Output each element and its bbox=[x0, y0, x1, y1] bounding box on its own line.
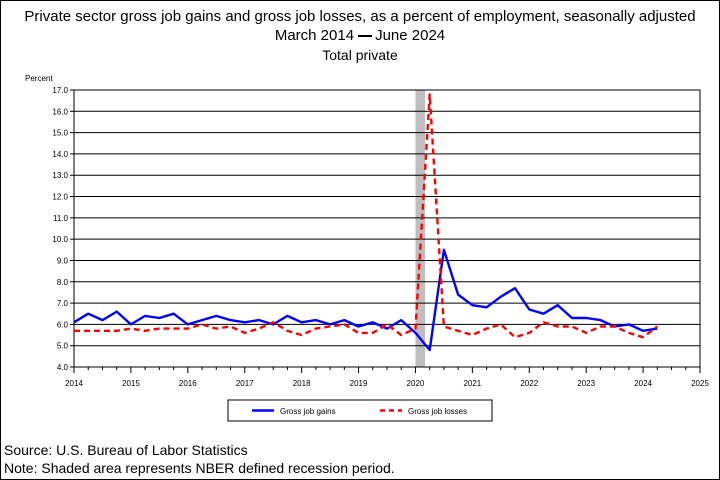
recession-note: Note: Shaded area represents NBER define… bbox=[4, 460, 395, 476]
x-tick-label: 2022 bbox=[520, 379, 538, 388]
y-tick-label: 8.0 bbox=[57, 278, 69, 287]
x-tick-label: 2017 bbox=[236, 379, 254, 388]
recession-shade bbox=[415, 90, 426, 367]
x-tick-label: 2019 bbox=[350, 379, 368, 388]
x-tick-label: 2023 bbox=[577, 379, 595, 388]
series-line-losses bbox=[74, 93, 659, 339]
y-tick-label: 17.0 bbox=[52, 86, 68, 95]
y-tick-label: 12.0 bbox=[52, 193, 68, 202]
x-tick-label: 2015 bbox=[122, 379, 140, 388]
x-tick-label: 2021 bbox=[463, 379, 481, 388]
y-tick-label: 9.0 bbox=[57, 256, 69, 265]
y-tick-label: 16.0 bbox=[52, 107, 68, 116]
y-tick-label: 7.0 bbox=[57, 299, 69, 308]
chart: 4.0 5.0 6.0 7.0 8.0 9.0 10.0 11.0 12.0 13.0 14.0 15… bbox=[25, 74, 709, 422]
series-line-gains bbox=[73, 248, 658, 352]
y-tick-label: 5.0 bbox=[57, 342, 69, 351]
subtitle-end: June 2024 bbox=[375, 27, 446, 44]
y-tick-label: 11.0 bbox=[53, 214, 69, 223]
x-tick-label: 2014 bbox=[65, 379, 83, 388]
y-axis-label: Percent bbox=[25, 74, 53, 83]
y-tick-label: 14.0 bbox=[52, 150, 68, 159]
y-tick-label: 6.0 bbox=[57, 320, 69, 329]
chart-title: Private sector gross job gains and gross… bbox=[24, 8, 696, 25]
legend-label: Gross job gains bbox=[280, 407, 336, 416]
legend bbox=[227, 399, 493, 422]
y-tick-label: 10.0 bbox=[52, 235, 68, 244]
dash-icon bbox=[358, 35, 373, 38]
x-tick-label: 2020 bbox=[407, 379, 425, 388]
source-note: Source: U.S. Bureau of Labor Statistics bbox=[4, 442, 248, 458]
x-tick-label: 2018 bbox=[293, 379, 311, 388]
chart-subtitle: March 2014 June 2024 bbox=[0, 26, 720, 45]
series-group-label: Total private bbox=[322, 47, 398, 63]
subtitle-start: March 2014 bbox=[274, 27, 355, 44]
legend-label: Gross job losses bbox=[408, 407, 467, 416]
x-tick-label: 2016 bbox=[179, 379, 197, 388]
x-tick-label: 2024 bbox=[634, 379, 652, 388]
y-tick-label: 15.0 bbox=[52, 129, 68, 138]
y-tick-label: 4.0 bbox=[57, 363, 69, 372]
plot-border bbox=[73, 89, 701, 368]
y-tick-label: 13.0 bbox=[52, 171, 68, 180]
x-tick-label: 2025 bbox=[691, 379, 709, 388]
